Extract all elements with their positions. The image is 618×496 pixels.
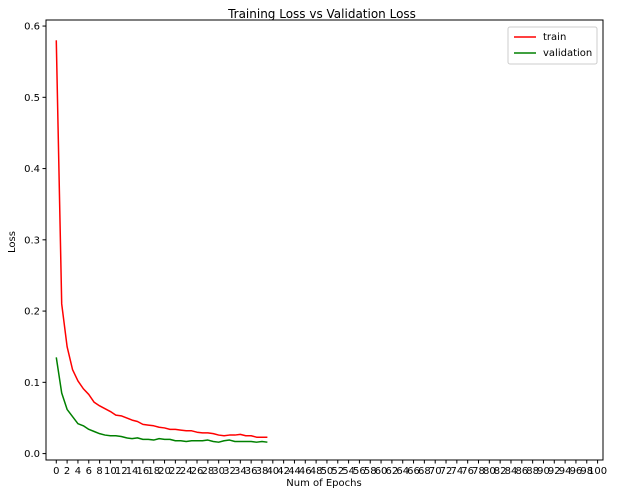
x-axis: 0 2 4 6 8 10121416182022242628303234363840424…: [53, 460, 607, 477]
x-tick-label: 60: [375, 466, 388, 477]
plot-area: 0.00.10.20.30.40.50.6 0 2 4 6 8 1012141618202…: [24, 19, 607, 477]
x-tick-label: 68: [418, 466, 431, 477]
x-tick-label: 36: [245, 466, 258, 477]
x-tick-label: 56: [353, 466, 366, 477]
x-tick-label: 0: [53, 466, 59, 477]
x-tick-label: 12: [115, 466, 128, 477]
x-tick-label: 82: [494, 466, 507, 477]
x-tick-label: 62: [386, 466, 399, 477]
x-tick-label: 58: [364, 466, 377, 477]
chart-title: Training Loss vs Validation Loss: [227, 7, 416, 21]
x-tick-label: 64: [396, 466, 409, 477]
x-tick-label: 18: [147, 466, 160, 477]
x-tick-label: 52: [331, 466, 344, 477]
x-tick-label: 94: [559, 466, 572, 477]
x-tick-label: 28: [201, 466, 214, 477]
legend-label-train: train: [543, 32, 566, 43]
x-tick-label: 86: [515, 466, 528, 477]
x-tick-label: 30: [212, 466, 225, 477]
x-tick-label: 78: [472, 466, 485, 477]
x-tick-label: 72: [440, 466, 453, 477]
x-tick-label: 50: [321, 466, 334, 477]
x-tick-label: 8: [96, 466, 102, 477]
x-tick-label: 26: [191, 466, 204, 477]
x-tick-label: 4: [75, 466, 81, 477]
y-tick-label: 0.3: [24, 235, 40, 246]
x-tick-label: 100: [588, 466, 607, 477]
x-tick-label: 40: [266, 466, 279, 477]
x-tick-label: 20: [158, 466, 171, 477]
x-tick-label: 90: [537, 466, 550, 477]
x-tick-label: 70: [429, 466, 442, 477]
series-line-train: [55, 40, 268, 438]
x-tick-label: 80: [483, 466, 496, 477]
x-tick-label: 46: [299, 466, 312, 477]
x-axis-label: Num of Epochs: [286, 478, 361, 489]
x-tick-label: 92: [548, 466, 561, 477]
x-tick-label: 32: [223, 466, 236, 477]
x-tick-label: 74: [450, 466, 463, 477]
x-tick-label: 66: [407, 466, 420, 477]
x-tick-label: 14: [126, 466, 139, 477]
y-tick-label: 0.1: [24, 378, 40, 389]
series-lines: [55, 40, 268, 443]
legend-label-validation: validation: [543, 48, 592, 59]
y-tick-label: 0.6: [24, 22, 40, 33]
x-tick-label: 76: [461, 466, 474, 477]
x-tick-label: 98: [580, 466, 593, 477]
x-tick-label: 24: [180, 466, 193, 477]
series-line-validation: [55, 357, 268, 443]
y-axis-label: Loss: [7, 231, 18, 253]
x-tick-label: 88: [526, 466, 539, 477]
x-tick-label: 54: [342, 466, 355, 477]
x-tick-label: 48: [310, 466, 323, 477]
x-tick-label: 16: [137, 466, 150, 477]
legend: train validation: [507, 26, 598, 65]
y-axis: 0.0 0.1 0.2 0.3 0.4 0.5 0.6: [24, 22, 46, 460]
x-tick-label: 44: [288, 466, 301, 477]
x-tick-label: 96: [570, 466, 583, 477]
x-tick-label: 22: [169, 466, 182, 477]
y-tick-label: 0.2: [24, 307, 40, 318]
x-tick-label: 6: [86, 466, 92, 477]
y-tick-label: 0.0: [24, 449, 40, 460]
y-tick-label: 0.4: [24, 164, 40, 175]
x-tick-label: 38: [256, 466, 269, 477]
x-tick-label: 10: [104, 466, 117, 477]
x-tick-label: 34: [234, 466, 247, 477]
y-tick-label: 0.5: [24, 93, 40, 104]
x-tick-label: 84: [505, 466, 518, 477]
x-tick-label: 42: [277, 466, 290, 477]
x-tick-label: 2: [64, 466, 70, 477]
